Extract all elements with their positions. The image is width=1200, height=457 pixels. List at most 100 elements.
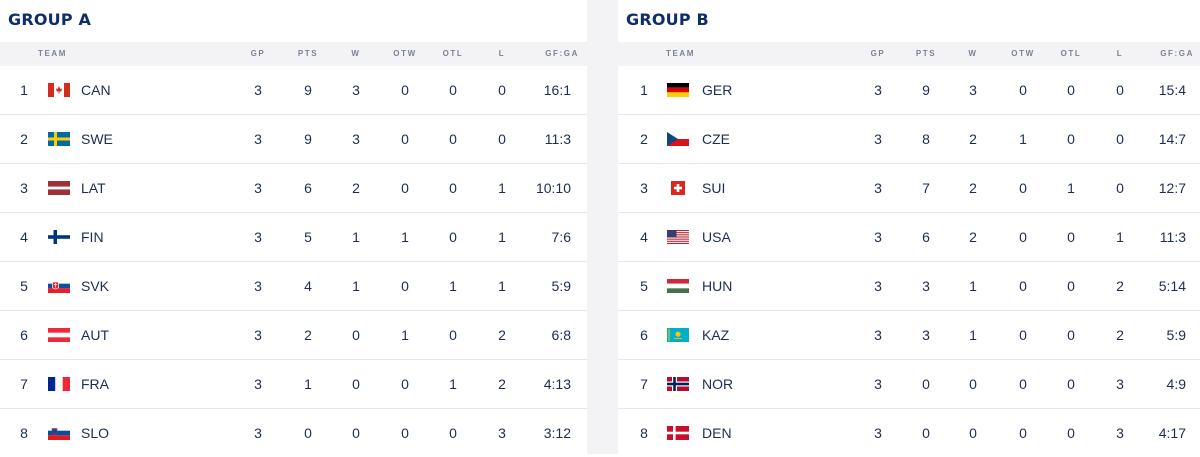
table-row[interactable]: 3 SUI 3 7 2 0 1 0 12:7 — [618, 164, 1200, 213]
table-row[interactable]: 1 CAN 3 9 3 0 0 0 16:1 — [0, 66, 587, 115]
header-w[interactable]: W — [351, 49, 361, 58]
cell-l: 0 — [1116, 131, 1124, 147]
team-name[interactable]: SUI — [702, 180, 726, 196]
table-row[interactable]: 5 HUN 3 3 1 0 0 2 5:14 — [618, 262, 1200, 311]
cell-w: 3 — [969, 82, 977, 98]
header-otw[interactable]: OTW — [393, 49, 417, 58]
table-row[interactable]: 8 SLO 3 0 0 0 0 3 3:12 — [0, 409, 587, 457]
team-name[interactable]: LAT — [81, 180, 106, 196]
cell-l: 1 — [498, 229, 506, 245]
cell-pts: 8 — [922, 131, 930, 147]
cell-otl: 0 — [1067, 376, 1075, 392]
table-row[interactable]: 2 SWE 3 9 3 0 0 0 11:3 — [0, 115, 587, 164]
cell-w: 2 — [969, 229, 977, 245]
rank: 6 — [20, 327, 28, 343]
table-row[interactable]: 2 CZE 3 8 2 1 0 0 14:7 — [618, 115, 1200, 164]
team-name[interactable]: NOR — [702, 376, 734, 392]
germany-flag-icon — [667, 83, 689, 97]
header-otl[interactable]: OTL — [442, 49, 464, 58]
header-pts[interactable]: PTS — [297, 49, 319, 58]
cell-l: 0 — [1116, 82, 1124, 98]
cell-otl: 0 — [1067, 229, 1075, 245]
team-name[interactable]: SWE — [81, 131, 113, 147]
header-w[interactable]: W — [968, 49, 978, 58]
slovenia-flag-icon — [48, 426, 70, 440]
cell-gp: 3 — [874, 278, 882, 294]
team-name[interactable]: HUN — [702, 278, 733, 294]
table-row[interactable]: 7 NOR 3 0 0 0 0 3 4:9 — [618, 360, 1200, 409]
table-row[interactable]: 4 USA 3 6 2 0 0 1 11:3 — [618, 213, 1200, 262]
cell-otl: 0 — [1067, 278, 1075, 294]
cell-otw: 0 — [1019, 278, 1027, 294]
group-divider — [587, 0, 618, 454]
cell-w: 0 — [969, 376, 977, 392]
header-l[interactable]: L — [1116, 49, 1124, 58]
cell-gfga: 16:1 — [543, 82, 571, 98]
header-gp[interactable]: GP — [250, 49, 266, 58]
cell-l: 1 — [1116, 229, 1124, 245]
table-row[interactable]: 1 GER 3 9 3 0 0 0 15:4 — [618, 66, 1200, 115]
cell-gp: 3 — [874, 425, 882, 441]
cell-l: 2 — [498, 376, 506, 392]
team-name[interactable]: SLO — [81, 425, 110, 441]
team-name[interactable]: SVK — [81, 278, 110, 294]
cell-otw: 0 — [1019, 376, 1027, 392]
team-name[interactable]: GER — [702, 82, 733, 98]
cell-gp: 3 — [874, 376, 882, 392]
cell-w: 0 — [969, 425, 977, 441]
team-name[interactable]: CAN — [81, 82, 111, 98]
header-pts[interactable]: PTS — [915, 49, 937, 58]
team-name[interactable]: USA — [702, 229, 731, 245]
table-row[interactable]: 4 FIN 3 5 1 1 0 1 7:6 — [0, 213, 587, 262]
header-team[interactable]: TEAM — [38, 49, 68, 58]
cell-pts: 4 — [304, 278, 312, 294]
team-name[interactable]: AUT — [81, 327, 109, 343]
team-name[interactable]: KAZ — [702, 327, 730, 343]
table-row[interactable]: 6 AUT 3 2 0 1 0 2 6:8 — [0, 311, 587, 360]
cell-gp: 3 — [254, 180, 262, 196]
cell-gfga: 5:9 — [1166, 327, 1186, 343]
cell-otw: 0 — [401, 278, 409, 294]
table-header: TEAM GP PTS W OTW OTL L GF:GA — [0, 42, 587, 66]
table-row[interactable]: 8 DEN 3 0 0 0 0 3 4:17 — [618, 409, 1200, 457]
cell-gp: 3 — [874, 82, 882, 98]
cell-gfga: 14:7 — [1158, 131, 1186, 147]
header-otl[interactable]: OTL — [1060, 49, 1082, 58]
cell-otl: 0 — [1067, 425, 1075, 441]
table-row[interactable]: 7 FRA 3 1 0 0 1 2 4:13 — [0, 360, 587, 409]
rank: 1 — [20, 82, 28, 98]
cell-gfga: 4:17 — [1158, 425, 1186, 441]
team-name[interactable]: FRA — [81, 376, 109, 392]
header-otw[interactable]: OTW — [1011, 49, 1035, 58]
table-row[interactable]: 6 KAZ 3 3 1 0 0 2 5:9 — [618, 311, 1200, 360]
cell-gfga: 12:7 — [1158, 180, 1186, 196]
table-row[interactable]: 3 LAT 3 6 2 0 0 1 10:10 — [0, 164, 587, 213]
latvia-flag-icon — [48, 181, 70, 195]
cell-otw: 0 — [1019, 425, 1027, 441]
header-l[interactable]: L — [498, 49, 506, 58]
cell-w: 1 — [352, 229, 360, 245]
header-team[interactable]: TEAM — [666, 49, 696, 58]
cell-otl: 0 — [1067, 131, 1075, 147]
header-gfga[interactable]: GF:GA — [545, 49, 579, 58]
slovakia-flag-icon — [48, 279, 70, 293]
cell-w: 0 — [352, 425, 360, 441]
kazakhstan-flag-icon — [667, 328, 689, 342]
sweden-flag-icon — [48, 132, 70, 146]
header-gfga[interactable]: GF:GA — [1160, 49, 1194, 58]
table-row[interactable]: 5 SVK 3 4 1 0 1 1 5:9 — [0, 262, 587, 311]
team-name[interactable]: DEN — [702, 425, 732, 441]
rank: 3 — [640, 180, 648, 196]
cell-otl: 0 — [449, 327, 457, 343]
cell-pts: 5 — [304, 229, 312, 245]
team-name[interactable]: FIN — [81, 229, 104, 245]
cell-gp: 3 — [254, 425, 262, 441]
team-name[interactable]: CZE — [702, 131, 730, 147]
rank: 7 — [640, 376, 648, 392]
cell-w: 1 — [969, 278, 977, 294]
cell-otw: 0 — [1019, 180, 1027, 196]
switzerland-flag-icon — [667, 181, 689, 195]
header-gp[interactable]: GP — [870, 49, 886, 58]
canada-flag-icon — [48, 83, 70, 97]
cell-otw: 0 — [1019, 82, 1027, 98]
